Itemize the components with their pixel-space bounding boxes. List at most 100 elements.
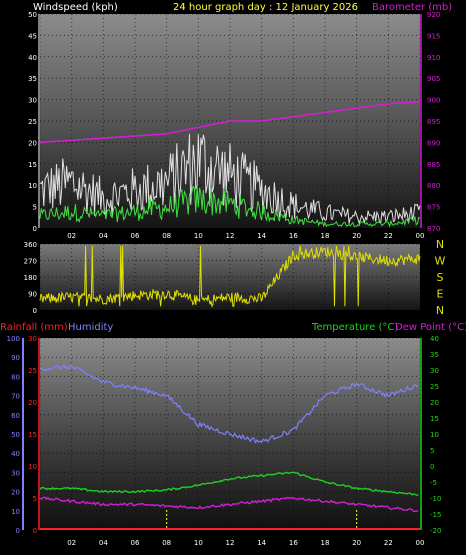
wind-axis-title: Windspeed (kph): [33, 2, 118, 13]
conditions-x-tick-label: 10: [194, 539, 203, 547]
conditions-x-tick-label: 16: [289, 539, 298, 547]
dewpoint-axis-title: Dew Point (°C): [395, 322, 466, 333]
wind-x-tick-label: 10: [194, 232, 203, 240]
temperature-tick-label: 10: [430, 431, 439, 439]
barometer-tick-label: 900: [427, 97, 440, 105]
barometer-line: [39, 100, 421, 144]
compass-label: N: [436, 238, 444, 251]
wind-tick-label: 0: [33, 225, 37, 233]
direction-panel-series: [39, 245, 421, 308]
rainfall-tick-label: 0: [33, 527, 37, 535]
barometer-tick-label: 915: [427, 32, 440, 40]
temperature-tick-label: 15: [430, 415, 439, 423]
wind-x-tick-label: 18: [321, 232, 330, 240]
direction-tick-label: 360: [24, 241, 37, 249]
humidity-tick-label: 80: [11, 373, 20, 381]
temperature-tick-label: 40: [430, 335, 439, 343]
wind-tick-label: 25: [28, 118, 37, 126]
conditions-x-tick-label: 02: [67, 539, 76, 547]
humidity-tick-label: 0: [16, 527, 20, 535]
direction-panel-grid: [39, 243, 421, 311]
temperature-tick-label: 20: [430, 399, 439, 407]
humidity-tick-label: 10: [11, 508, 20, 516]
temperature-tick-label: 0: [430, 463, 434, 471]
direction-tick-label: 270: [24, 258, 37, 266]
temperature-tick-label: 25: [430, 383, 439, 391]
conditions-panel-grid: [39, 337, 421, 531]
compass-label: E: [437, 288, 444, 301]
conditions-x-tick-label: 22: [384, 539, 393, 547]
wind-tick-label: 10: [28, 182, 37, 190]
barometer-tick-label: 880: [427, 182, 440, 190]
compass-label: N: [436, 304, 444, 317]
wind-tick-label: 35: [28, 75, 37, 83]
barometer-tick-label: 910: [427, 54, 440, 62]
wind-x-tick-label: 08: [162, 232, 171, 240]
wind-x-tick-label: 06: [131, 232, 140, 240]
conditions-x-tick-label: 20: [352, 539, 361, 547]
conditions-x-tick-label: 14: [257, 539, 266, 547]
wind-panel-grid: [39, 13, 421, 229]
temperature-tick-label: -20: [430, 527, 441, 535]
wind-panel-series: [39, 100, 421, 228]
rainfall-tick-label: 10: [28, 463, 37, 471]
conditions-x-tick-label: 18: [321, 539, 330, 547]
temperature-tick-label: 35: [430, 351, 439, 359]
temperature-tick-label: -10: [430, 495, 441, 503]
barometer-tick-label: 905: [427, 75, 440, 83]
wind-x-tick-label: 14: [257, 232, 266, 240]
conditions-panel-series: [39, 363, 420, 530]
humidity-tick-label: 40: [11, 450, 20, 458]
wind-tick-label: 20: [28, 139, 37, 147]
conditions-x-tick-label: 12: [226, 539, 235, 547]
temperature-line: [39, 471, 419, 497]
direction-tick-label: 0: [33, 307, 37, 315]
barometer-tick-label: 920: [427, 11, 440, 19]
wind-tick-label: 45: [28, 32, 37, 40]
humidity-tick-label: 30: [11, 469, 20, 477]
humidity-tick-label: 20: [11, 489, 20, 497]
wind-tick-label: 30: [28, 97, 37, 105]
temperature-axis-title: Temperature (°C): [311, 322, 398, 333]
humidity-line: [39, 363, 419, 444]
wind-tick-label: 15: [28, 161, 37, 169]
temperature-tick-label: -15: [430, 511, 441, 519]
humidity-tick-label: 60: [11, 412, 20, 420]
chart-title: 24 hour graph day : 12 January 2026: [173, 2, 358, 13]
direction-tick-label: 180: [24, 274, 37, 282]
barometer-tick-label: 890: [427, 139, 440, 147]
conditions-x-tick-label: 06: [131, 539, 140, 547]
temperature-tick-label: 5: [430, 447, 434, 455]
conditions-x-tick-label: 04: [99, 539, 108, 547]
wind-x-tick-label: 02: [67, 232, 76, 240]
wind-x-tick-label: 00: [416, 232, 425, 240]
humidity-tick-label: 100: [7, 335, 20, 343]
conditions-x-tick-label: 08: [162, 539, 171, 547]
compass-label: W: [435, 255, 446, 268]
humidity-axis-title: Humidity: [68, 322, 113, 333]
rainfall-tick-label: 25: [28, 367, 37, 375]
barometer-tick-label: 885: [427, 161, 440, 169]
wind-x-tick-label: 16: [289, 232, 298, 240]
temperature-tick-label: 30: [430, 367, 439, 375]
barometer-tick-label: 870: [427, 225, 440, 233]
wind-direction-line: [39, 245, 421, 308]
barometer-tick-label: 895: [427, 118, 440, 126]
humidity-tick-label: 70: [11, 393, 20, 401]
humidity-tick-label: 50: [11, 431, 20, 439]
conditions-x-tick-label: 00: [416, 539, 425, 547]
rainfall-tick-label: 20: [28, 399, 37, 407]
wind-tick-label: 40: [28, 54, 37, 62]
wind-gust-line: [39, 133, 421, 225]
wind-x-tick-label: 12: [226, 232, 235, 240]
rainfall-axis-title: Rainfall (mm): [0, 322, 68, 333]
wind-tick-label: 5: [33, 204, 37, 212]
barometer-tick-label: 875: [427, 204, 440, 212]
wind-x-tick-label: 22: [384, 232, 393, 240]
compass-label: S: [437, 271, 444, 284]
direction-tick-label: 90: [28, 291, 37, 299]
rainfall-tick-label: 5: [33, 495, 37, 503]
